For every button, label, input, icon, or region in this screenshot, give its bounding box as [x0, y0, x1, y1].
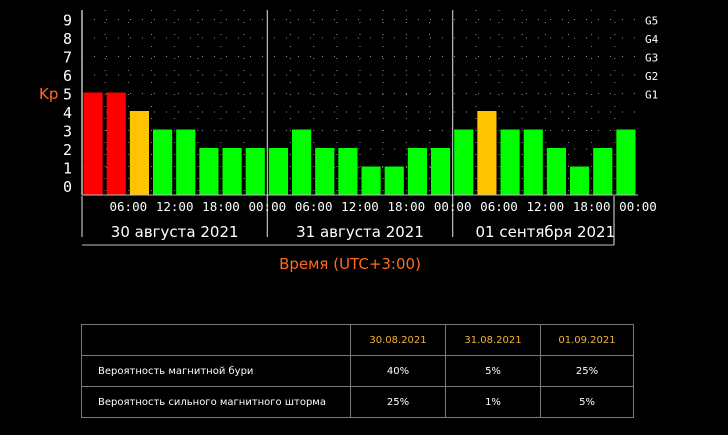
chart-bars [83, 92, 636, 195]
kp-bar [361, 166, 381, 195]
kp-bar [245, 148, 265, 195]
kp-bar [407, 148, 427, 195]
kp-bar [384, 166, 404, 195]
kp-bar [268, 148, 288, 195]
x-tick-label: 00:00 [434, 199, 472, 214]
y-tick-label: 5 [63, 86, 72, 104]
y-tick-label: 9 [63, 12, 72, 30]
chart-frame [81, 10, 638, 246]
table-cell: 25% [540, 355, 634, 387]
x-axis-ticks: 06:00 12:00 18:00 00:00 06:00 12:00 18:00 00:00… [110, 199, 657, 214]
y-tick-label: 4 [63, 104, 72, 122]
g-tick-label: G3 [645, 52, 658, 65]
kp-bar [500, 129, 520, 195]
day-label: 01 сентября 2021 [476, 223, 616, 241]
table-header-date-2: 31.08.2021 [445, 324, 541, 356]
row-label: Вероятность магнитной бури [81, 355, 351, 387]
storm-probability-table: 30.08.2021 31.08.2021 01.09.2021 Вероятн… [81, 324, 634, 418]
x-tick-label: 06:00 [295, 199, 333, 214]
x-tick-label: 12:00 [156, 199, 194, 214]
x-tick-label: 06:00 [480, 199, 518, 214]
kp-bar [176, 129, 196, 195]
kp-bar [570, 166, 590, 195]
kp-bar [199, 148, 219, 195]
table-row: Вероятность сильного магнитного шторма 2… [81, 386, 634, 418]
row-label: Вероятность сильного магнитного шторма [81, 386, 351, 418]
y-axis-label: Kp [39, 85, 58, 103]
kp-bar [477, 111, 497, 195]
g-tick-label: G2 [645, 70, 658, 83]
table-row: Вероятность магнитной бури 40% 5% 25% [81, 355, 634, 387]
table-header-empty [81, 324, 351, 356]
x-tick-label: 18:00 [388, 199, 426, 214]
y-tick-label: 8 [63, 30, 72, 48]
kp-bar [523, 129, 543, 195]
x-tick-label: 18:00 [573, 199, 611, 214]
g-tick-label: G1 [645, 89, 658, 102]
kp-bar [153, 129, 173, 195]
kp-bar [292, 129, 312, 195]
kp-bar [454, 129, 474, 195]
kp-bar [593, 148, 613, 195]
kp-bar [315, 148, 335, 195]
y-tick-label: 2 [63, 141, 72, 159]
kp-bar [616, 129, 636, 195]
g-tick-label: G5 [645, 15, 658, 28]
x-tick-label: 00:00 [619, 199, 657, 214]
day-labels: 30 августа 2021 31 августа 2021 01 сентябр… [111, 223, 615, 241]
x-axis-label: Время (UTC+3:00) [279, 255, 421, 273]
table-cell: 40% [350, 355, 446, 387]
x-tick-label: 00:00 [249, 199, 287, 214]
kp-bar [338, 148, 358, 195]
kp-bar [546, 148, 566, 195]
y-tick-label: 0 [63, 178, 72, 196]
table-cell: 5% [445, 355, 541, 387]
kp-bar [83, 92, 103, 195]
day-label: 31 августа 2021 [296, 223, 424, 241]
x-tick-label: 12:00 [527, 199, 565, 214]
y-tick-label: 3 [63, 123, 72, 141]
table-cell: 25% [350, 386, 446, 418]
table-header-date-3: 01.09.2021 [540, 324, 634, 356]
x-tick-label: 06:00 [110, 199, 148, 214]
kp-bar [129, 111, 149, 195]
table-cell: 5% [540, 386, 634, 418]
g-scale-ticks: G1 G2 G3 G4 G5 [645, 15, 659, 102]
day-label: 30 августа 2021 [111, 223, 239, 241]
g-tick-label: G4 [645, 33, 659, 46]
table-cell: 1% [445, 386, 541, 418]
kp-bar [431, 148, 451, 195]
y-tick-label: 6 [63, 67, 72, 85]
y-tick-label: 7 [63, 49, 72, 67]
x-tick-label: 12:00 [341, 199, 379, 214]
kp-bar [222, 148, 242, 195]
kp-bar [106, 92, 126, 195]
y-tick-label: 1 [63, 160, 72, 178]
x-tick-label: 18:00 [202, 199, 240, 214]
table-header-row: 30.08.2021 31.08.2021 01.09.2021 [81, 324, 634, 356]
table-header-date-1: 30.08.2021 [350, 324, 446, 356]
